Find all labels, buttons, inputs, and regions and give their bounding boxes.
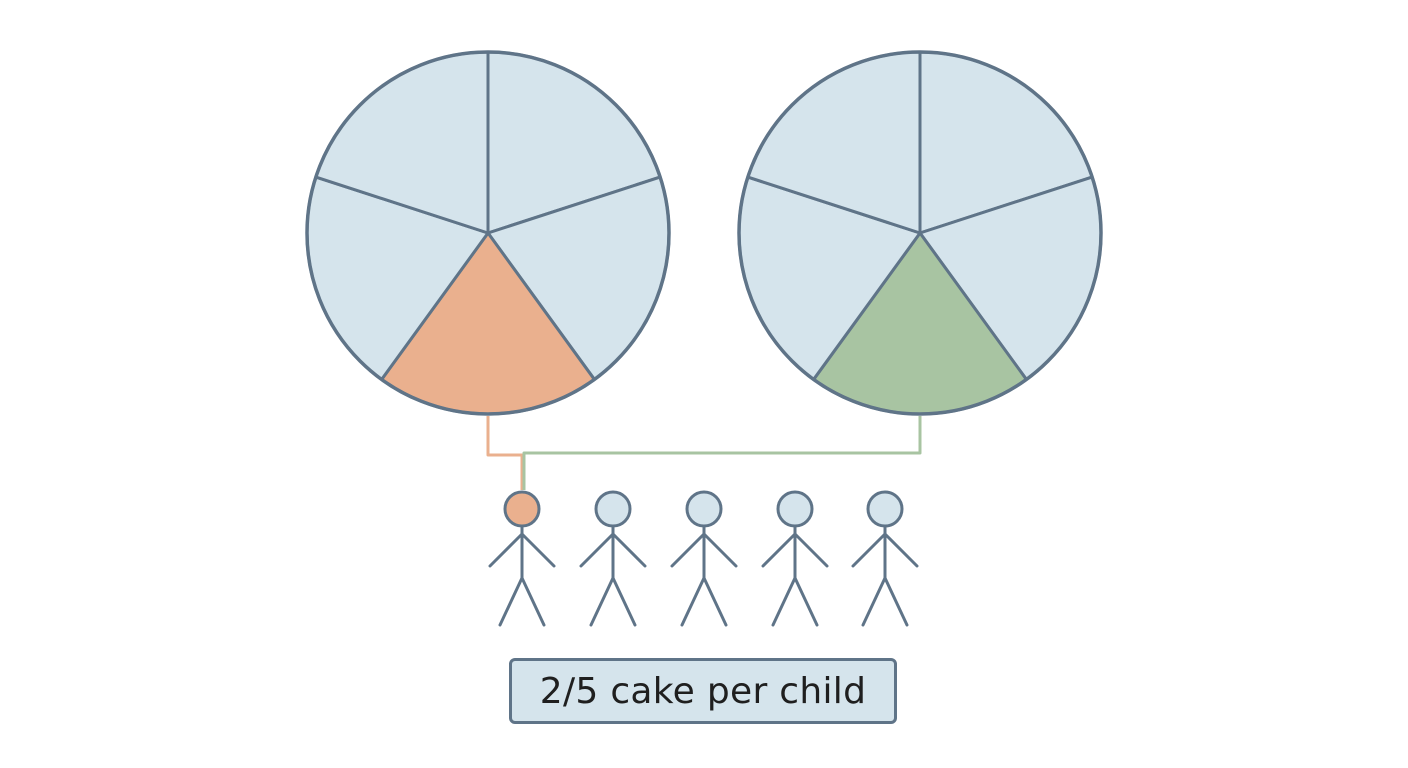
cake-1 [305, 50, 671, 416]
child-leg-left [498, 576, 524, 627]
cake-2 [737, 50, 1103, 416]
child-figure [761, 490, 829, 627]
child-leg-right [611, 576, 637, 627]
child-leg-right [702, 576, 728, 627]
child-leg-right [793, 576, 819, 627]
child-leg-left [680, 576, 706, 627]
child-arm-left [579, 532, 615, 568]
cake-2-outline [737, 50, 1103, 416]
child-figure [851, 490, 919, 627]
child-leg-left [589, 576, 615, 627]
connector-cake-2 [522, 416, 922, 490]
cakes [305, 50, 1103, 416]
child-leg-left [861, 576, 887, 627]
child-arm-left [670, 532, 706, 568]
child-arm-right [702, 532, 738, 568]
child-figure [670, 490, 738, 627]
child-head [594, 490, 632, 528]
child-head [685, 490, 723, 528]
child-arm-left [851, 532, 887, 568]
children [488, 490, 919, 627]
child-head [503, 490, 541, 528]
connector-cake-1 [486, 416, 524, 490]
child-arm-left [761, 532, 797, 568]
child-figure [579, 490, 647, 627]
cake-1-outline [305, 50, 671, 416]
child-arm-left [488, 532, 524, 568]
connectors [486, 416, 922, 490]
child-arm-right [883, 532, 919, 568]
caption-box: 2/5 cake per child [509, 658, 897, 724]
child-leg-right [520, 576, 546, 627]
caption-text: 2/5 cake per child [539, 670, 867, 712]
child-arm-right [520, 532, 556, 568]
child-head [866, 490, 904, 528]
child-leg-right [883, 576, 909, 627]
child-figure-highlighted [488, 490, 556, 627]
child-head [776, 490, 814, 528]
child-arm-right [611, 532, 647, 568]
child-leg-left [771, 576, 797, 627]
child-arm-right [793, 532, 829, 568]
